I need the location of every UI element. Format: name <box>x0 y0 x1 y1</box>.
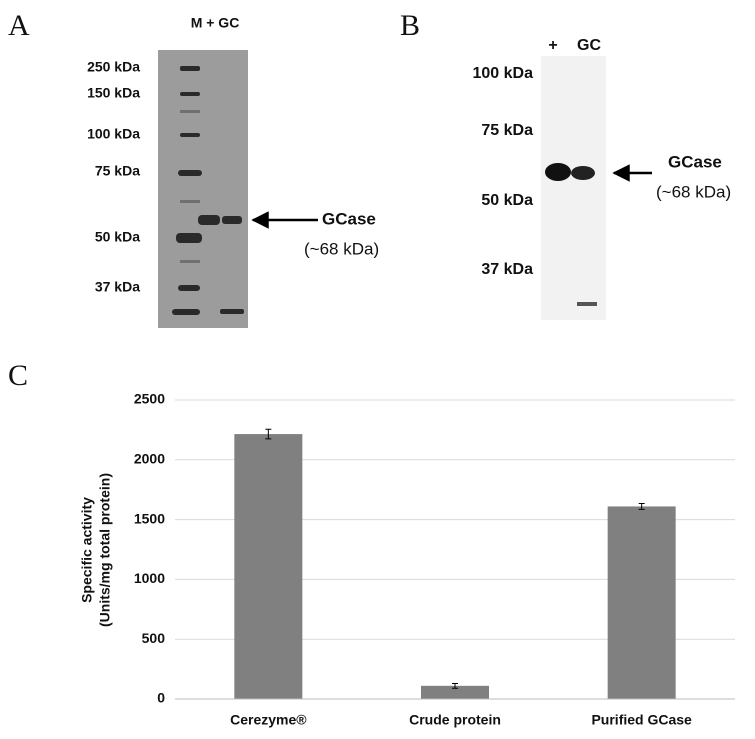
marker-label: 50 kDa <box>95 229 140 245</box>
gel-a <box>158 50 248 328</box>
marker-label: 250 kDa <box>87 59 140 75</box>
band-size: (~68 kDa) <box>656 182 731 201</box>
error-bar <box>638 502 645 510</box>
error-bar <box>452 682 458 689</box>
bar <box>607 506 676 699</box>
gel-header: M + GC <box>191 15 240 31</box>
marker-label: 75 kDa <box>95 163 140 179</box>
panel-label: C <box>8 359 28 392</box>
lane-label: GC <box>577 37 601 54</box>
marker-label: 150 kDa <box>87 85 140 101</box>
y-tick-label: 500 <box>142 630 166 646</box>
panel-label: A <box>8 9 30 42</box>
marker-label: 37 kDa <box>481 261 533 278</box>
y-tick-label: 1500 <box>134 510 165 526</box>
band-size: (~68 kDa) <box>304 239 379 258</box>
x-tick-label: Cerezyme® <box>230 712 307 728</box>
bar <box>234 434 303 699</box>
marker-label: 100 kDa <box>473 65 534 82</box>
marker-label: 100 kDa <box>87 126 140 142</box>
panel-label: B <box>400 9 420 42</box>
y-axis-label: Specific activity <box>79 497 95 603</box>
y-tick-label: 2500 <box>134 391 165 407</box>
marker-label: 75 kDa <box>481 122 533 139</box>
x-tick-label: Purified GCase <box>591 712 692 728</box>
error-bar <box>265 428 272 440</box>
x-tick-label: Crude protein <box>409 712 501 728</box>
y-tick-label: 2000 <box>134 451 165 467</box>
marker-label: 37 kDa <box>95 279 140 295</box>
y-tick-label: 0 <box>157 690 165 706</box>
blot-b <box>541 56 606 320</box>
y-tick-label: 1000 <box>134 570 165 586</box>
marker-label: 50 kDa <box>481 192 533 209</box>
lane-label: + <box>548 37 557 54</box>
bar <box>421 685 489 699</box>
band-label: GCase <box>322 209 376 228</box>
band-label: GCase <box>668 152 722 171</box>
y-axis-label: (Units/mg total protein) <box>97 473 113 627</box>
